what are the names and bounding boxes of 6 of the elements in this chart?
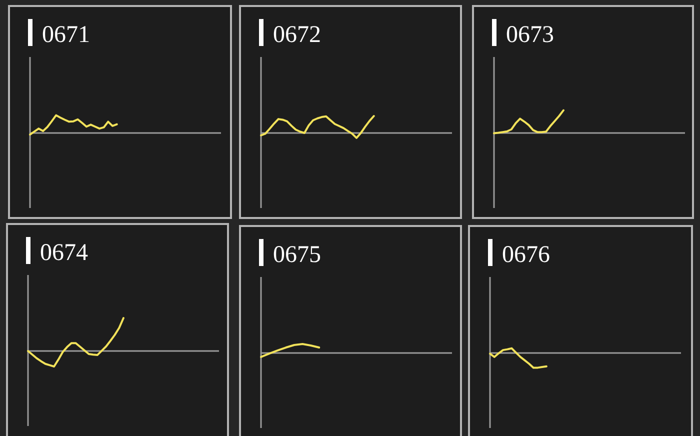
chart-title: 0673	[506, 22, 554, 48]
chart-title: 0671	[42, 22, 90, 48]
chart-title: 0672	[273, 22, 321, 48]
chart-title: 0675	[273, 242, 321, 268]
chart-title: 0676	[502, 242, 550, 268]
chart-title: 0674	[40, 240, 88, 266]
